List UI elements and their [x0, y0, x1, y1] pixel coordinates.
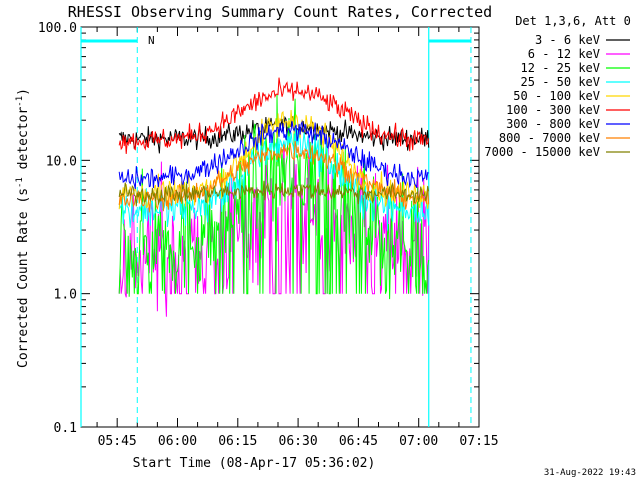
detector-label: Det 1,3,6, Att 0	[515, 14, 631, 28]
x-tick-label: 06:45	[339, 434, 378, 449]
series-line-6	[118, 77, 430, 154]
y-axis-label-sup2: -1	[15, 96, 25, 107]
legend-label: 3 - 6 keV	[535, 33, 600, 47]
legend-label: 7000 - 15000 keV	[484, 145, 600, 159]
chart-data-layer	[118, 77, 430, 317]
y-tick-labels: 100.0 10.0 1.0 0.1	[38, 21, 77, 436]
legend-label: 12 - 25 keV	[521, 61, 600, 75]
series-line-9	[118, 180, 430, 207]
y-axis-label: Corrected Count Rate (s-1 detector-1)	[15, 88, 31, 368]
legend-label: 50 - 100 keV	[513, 89, 600, 103]
night-marker-label: N	[148, 34, 155, 47]
y-axis-label-rest: detector	[16, 107, 31, 178]
y-tick-label: 0.1	[54, 421, 77, 436]
x-tick-label: 07:15	[459, 434, 498, 449]
x-axis-label: Start Time (08-Apr-17 05:36:02)	[133, 456, 376, 471]
series-line-2	[118, 135, 430, 317]
legend-label: 300 - 800 keV	[506, 117, 600, 131]
y-tick-label: 100.0	[38, 21, 77, 36]
legend-label: 25 - 50 keV	[521, 75, 600, 89]
timestamp: 31-Aug-2022 19:43	[544, 468, 636, 478]
x-tick-labels: 05:45 06:00 06:15 06:30 06:45 07:00 07:15	[98, 434, 499, 449]
chart-background	[80, 26, 480, 428]
y-axis-label-end: )	[16, 88, 31, 96]
x-tick-label: 07:00	[399, 434, 438, 449]
x-tick-label: 06:15	[218, 434, 257, 449]
legend-label: 800 - 7000 keV	[499, 131, 600, 145]
legend-label: 6 - 12 keV	[528, 47, 600, 61]
series-line-8	[118, 140, 430, 213]
y-tick-label: 1.0	[54, 288, 77, 303]
y-axis-label-sup: -1	[15, 177, 25, 188]
y-tick-label: 10.0	[46, 154, 77, 169]
y-axis-label-main: Corrected Count Rate (s	[16, 188, 31, 368]
x-tick-label: 06:00	[158, 434, 197, 449]
x-tick-label: 05:45	[98, 434, 137, 449]
chart-title: RHESSI Observing Summary Count Rates, Co…	[68, 3, 492, 21]
legend-label: 100 - 300 keV	[506, 103, 600, 117]
series-line-7	[118, 120, 429, 190]
x-tick-label: 06:30	[279, 434, 318, 449]
